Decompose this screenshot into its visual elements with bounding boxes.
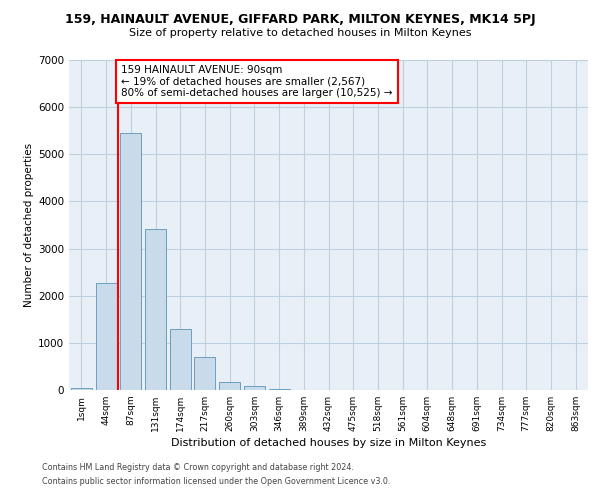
Text: Contains public sector information licensed under the Open Government Licence v3: Contains public sector information licen… — [42, 477, 391, 486]
Bar — [120, 133, 141, 390]
Bar — [219, 382, 240, 390]
Text: 159 HAINAULT AVENUE: 90sqm
← 19% of detached houses are smaller (2,567)
80% of s: 159 HAINAULT AVENUE: 90sqm ← 19% of deta… — [121, 64, 392, 98]
Bar — [194, 357, 215, 390]
Y-axis label: Number of detached properties: Number of detached properties — [24, 143, 34, 307]
X-axis label: Distribution of detached houses by size in Milton Keynes: Distribution of detached houses by size … — [171, 438, 486, 448]
Bar — [244, 386, 265, 390]
Bar — [95, 283, 116, 390]
Text: Size of property relative to detached houses in Milton Keynes: Size of property relative to detached ho… — [129, 28, 471, 38]
Bar — [71, 388, 92, 390]
Bar — [269, 388, 290, 390]
Text: Contains HM Land Registry data © Crown copyright and database right 2024.: Contains HM Land Registry data © Crown c… — [42, 464, 354, 472]
Text: 159, HAINAULT AVENUE, GIFFARD PARK, MILTON KEYNES, MK14 5PJ: 159, HAINAULT AVENUE, GIFFARD PARK, MILT… — [65, 12, 535, 26]
Bar — [145, 229, 166, 390]
Bar — [170, 328, 191, 390]
